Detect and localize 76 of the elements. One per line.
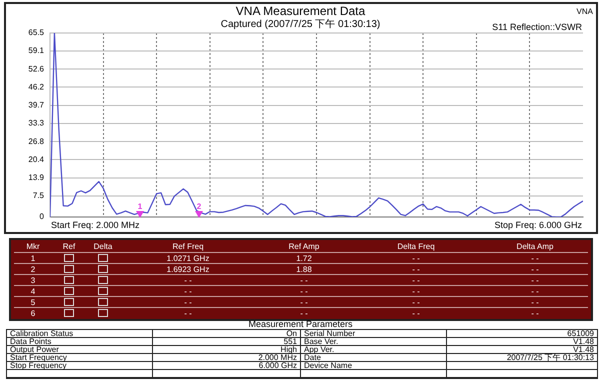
text: - -: [411, 254, 421, 263]
chart-subtitle: Captured (2007/7/25 下午 01:30:13): [220, 19, 380, 30]
text: - -: [183, 309, 193, 318]
text: - -: [411, 309, 421, 318]
text: 1.6923 GHz: [166, 265, 210, 274]
text: - -: [530, 309, 540, 318]
text: Calibration Status: [7, 329, 153, 338]
text: - -: [299, 298, 309, 307]
text: On: [153, 329, 301, 338]
text: 6.000 GHz: [153, 361, 301, 370]
text: 2: [30, 265, 36, 274]
text: - -: [183, 298, 193, 307]
text: - -: [299, 287, 309, 296]
text: High: [153, 345, 301, 354]
text: Delta Amp: [516, 242, 554, 251]
text: - -: [299, 276, 309, 285]
text: - -: [411, 298, 421, 307]
y-tick-label: 46.2: [28, 82, 45, 92]
annotation: 2: [196, 202, 202, 211]
text: V1.48: [447, 337, 597, 346]
text: - -: [411, 276, 421, 285]
text: Output Power: [7, 345, 153, 354]
text: - -: [299, 309, 309, 318]
text: - -: [530, 276, 540, 285]
y-tick-label: 33.3: [28, 118, 45, 128]
y-tick-label: 52.6: [28, 64, 45, 74]
text: Delta Freq: [396, 242, 436, 251]
text: Mkr: [25, 242, 41, 251]
text: 6: [30, 309, 36, 318]
text: - -: [411, 265, 421, 274]
text: 1: [30, 254, 36, 263]
text: Start Frequency: [7, 353, 153, 362]
text: - -: [183, 287, 193, 296]
text: - -: [530, 254, 540, 263]
y-tick-label: 7.5: [32, 191, 45, 200]
y-tick-label: 26.8: [28, 136, 45, 146]
text: V1.48: [447, 345, 597, 354]
text: 551: [153, 337, 301, 346]
text: Data Points: [7, 337, 153, 346]
text: Ref Freq: [171, 242, 205, 251]
text: 4: [30, 287, 36, 296]
y-tick-label: 65.5: [28, 28, 45, 38]
y-tick-label: 13.9: [28, 173, 45, 182]
text: Start Freq: 2.000 MHz: [51, 220, 140, 230]
text: VNA: [576, 7, 593, 16]
text: Ref: [62, 242, 76, 251]
text: Ref Amp: [288, 242, 320, 251]
y-tick-label: 39.7: [28, 100, 45, 110]
text: 1.88: [295, 265, 313, 274]
text: Base Ver.: [301, 337, 447, 346]
annotation: 1: [136, 202, 144, 211]
text: - -: [183, 276, 193, 285]
text: 2007/7/25 下午 01:30:13: [447, 353, 597, 362]
text: - -: [530, 287, 540, 296]
text: Date: [301, 353, 447, 362]
text: - -: [411, 287, 421, 296]
text: 5: [30, 298, 36, 307]
text: Stop Frequency: [7, 361, 153, 370]
text: Device Name: [301, 361, 447, 370]
text: - -: [530, 265, 540, 274]
text: Delta: [94, 242, 112, 251]
y-tick-label: 0: [40, 212, 45, 222]
text: Stop Freq: 6.000 GHz: [494, 220, 582, 230]
text: Serial Number: [301, 329, 447, 338]
text: - -: [530, 298, 540, 307]
chart-title: VNA Measurement Data: [236, 4, 366, 18]
text: S11 Reflection::VSWR: [492, 22, 582, 32]
text: 1.72: [295, 254, 313, 263]
text: 651009: [447, 329, 597, 338]
y-tick-label: 59.1: [28, 46, 45, 56]
text: 1.0271 GHz: [166, 254, 210, 263]
text: 2.000 MHz: [153, 353, 301, 362]
text: App Ver.: [301, 345, 447, 354]
text: 3: [30, 276, 36, 285]
text: Measurement Parameters: [247, 319, 354, 329]
y-tick-label: 20.4: [28, 154, 45, 164]
